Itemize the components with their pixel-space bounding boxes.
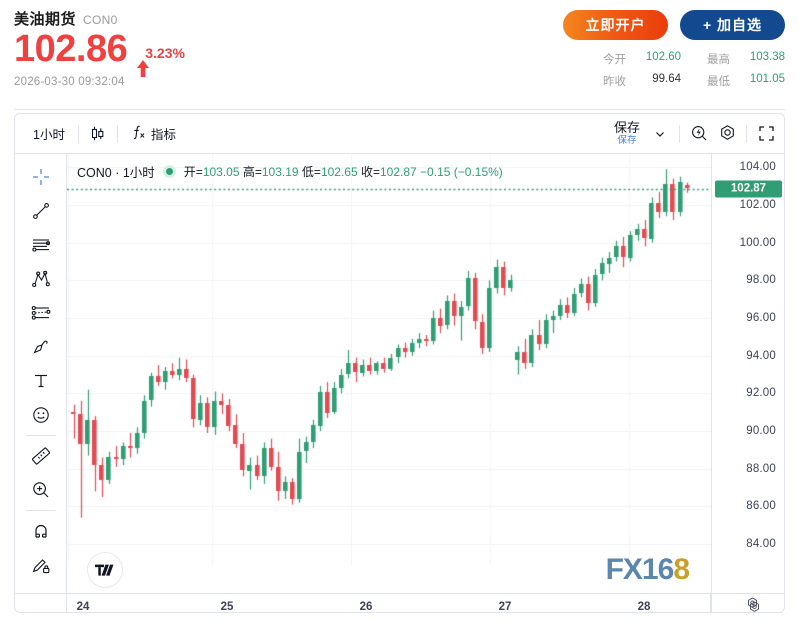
chart-toolbar: 1小时 指标 <box>15 114 784 154</box>
price-tick-104-00: 104.00 <box>739 161 776 174</box>
timeframe-selector[interactable]: 1小时 <box>33 128 65 142</box>
legend-high-value: 103.19 <box>261 165 299 179</box>
price-tick-92-00: 92.00 <box>746 387 776 400</box>
toolbar-divider-3 <box>679 124 680 143</box>
toolbar-separator-1 <box>25 435 56 436</box>
settings-gear-icon[interactable] <box>713 120 741 148</box>
action-buttons: 立即开户 + 加自选 <box>523 10 785 40</box>
stat-label-low: 最低 <box>707 76 730 88</box>
chart-body: CON0 · 1小时 开=103.05 高=103.19 低=102.65 收=… <box>15 154 784 613</box>
time-axis[interactable]: 24 25 26 27 28 <box>15 593 784 613</box>
indicators-label: 指标 <box>150 128 176 142</box>
legend-close-label: 收= <box>360 165 380 179</box>
stat-label-prevclose: 昨收 <box>603 76 626 88</box>
zoom-in-icon[interactable] <box>24 473 58 507</box>
legend-ohlc: 开=103.05 高=103.19 低=102.65 收=102.87 −0.1… <box>184 163 503 180</box>
chart-panel: 1小时 指标 <box>14 113 785 613</box>
fx168-watermark: FX168 <box>605 553 690 587</box>
quote-timestamp: 2026-03-30 09:32:04 <box>14 75 125 88</box>
indicators-button[interactable]: 指标 <box>123 120 184 148</box>
price-tick-88-00: 88.00 <box>746 462 776 475</box>
add-watchlist-button[interactable]: + 加自选 <box>680 10 785 40</box>
time-tick-24: 24 <box>76 601 90 613</box>
fullscreen-icon[interactable] <box>752 120 780 148</box>
stat-value-prevclose: 99.64 <box>652 73 681 85</box>
stat-label-open: 今开 <box>603 54 626 66</box>
green-dot-icon <box>162 165 176 178</box>
last-price: 102.86 <box>14 28 128 70</box>
price-tick-102-00: 102.00 <box>739 198 776 211</box>
legend-open-value: 103.05 <box>202 165 240 179</box>
price-tick-100-00: 100.00 <box>739 236 776 249</box>
stat-value-open: 102.60 <box>645 51 681 63</box>
page-title: 美油期货 <box>14 11 77 28</box>
time-tick-28: 28 <box>637 601 651 613</box>
price-row: 102.86 3.23% <box>14 28 785 77</box>
replay-search-icon[interactable] <box>685 120 713 148</box>
fib-retracement-icon[interactable] <box>24 228 58 262</box>
text-icon[interactable] <box>24 364 58 398</box>
header-actions: 立即开户 + 加自选 今开 102.60 最高 103.38 昨收 99.64 … <box>523 10 785 89</box>
chevron-down-icon[interactable] <box>646 120 674 148</box>
price-tick-96-00: 96.00 <box>746 312 776 325</box>
lock-drawings-icon[interactable] <box>24 548 58 582</box>
save-sub-label: 保存 <box>617 134 637 146</box>
price-tick-84-00: 84.00 <box>746 538 776 551</box>
legend-low-label: 低= <box>301 165 321 179</box>
price-axis[interactable]: 104.00 102.00 100.00 98.00 96.00 94.00 92.00 90… <box>711 154 784 612</box>
save-button[interactable]: 保存 保存 <box>608 121 646 146</box>
trend-line-icon[interactable] <box>24 194 58 228</box>
legend-high-label: 高= <box>242 165 262 179</box>
header-divider <box>14 109 785 110</box>
price-tick-90-00: 90.00 <box>746 425 776 438</box>
open-account-button[interactable]: 立即开户 <box>563 10 668 40</box>
emoji-icon[interactable] <box>24 398 58 432</box>
tradingview-logo-icon[interactable] <box>87 552 123 588</box>
toolbar-divider-2 <box>116 124 118 143</box>
time-tick-25: 25 <box>220 601 234 613</box>
time-tick-26: 26 <box>359 601 373 613</box>
legend-low-value: 102.65 <box>320 165 358 179</box>
price-tick-98-00: 98.00 <box>746 274 776 287</box>
quote-header: 美油期货 CON0 102.86 3.23% 2026-03-30 09:32:… <box>0 0 799 110</box>
stat-value-low: 101.05 <box>749 73 785 85</box>
quote-stats: 今开 102.60 最高 103.38 昨收 99.64 最低 101.05 <box>523 51 785 89</box>
toolbar-divider <box>77 124 79 143</box>
toolbar-divider-4 <box>746 124 747 143</box>
stat-value-high: 103.38 <box>749 51 785 63</box>
ruler-icon[interactable] <box>24 439 58 473</box>
function-fx-icon <box>131 125 146 143</box>
chart-legend[interactable]: CON0 · 1小时 开=103.05 高=103.19 低=102.65 收=… <box>77 162 503 181</box>
magnet-icon[interactable] <box>24 514 58 548</box>
symbol-code: CON0 <box>83 13 118 27</box>
time-tick-27: 27 <box>498 601 512 613</box>
crosshair-icon[interactable] <box>24 160 58 194</box>
watermark-primary: FX16 <box>605 553 675 586</box>
legend-open-label: 开= <box>183 165 203 179</box>
toolbar-separator-2 <box>25 510 56 511</box>
time-axis-settings-icon[interactable] <box>747 600 762 612</box>
legend-title: CON0 · 1小时 <box>77 166 155 180</box>
axis-corner-divider <box>710 594 711 612</box>
pitchfork-icon[interactable] <box>24 262 58 296</box>
price-tick-86-00: 86.00 <box>746 500 776 513</box>
price-tick-94-00: 94.00 <box>746 349 776 362</box>
save-label: 保存 <box>613 120 640 136</box>
drawing-toolbar <box>15 154 67 612</box>
stat-label-high: 最高 <box>707 54 730 66</box>
price-plot[interactable]: CON0 · 1小时 开=103.05 高=103.19 低=102.65 收=… <box>67 154 711 612</box>
legend-change: −0.15 <box>420 165 451 179</box>
watermark-accent: 8 <box>673 553 690 586</box>
current-price-badge: 102.87 <box>715 180 782 198</box>
elliott-wave-icon[interactable] <box>24 296 58 330</box>
symbol-row: 美油期货 CON0 <box>14 8 785 29</box>
brush-icon[interactable] <box>24 330 58 364</box>
legend-change-percent: (−0.15%) <box>453 165 503 179</box>
change-percent: 3.23% <box>145 44 185 61</box>
candlestick-icon[interactable] <box>84 120 112 148</box>
legend-close-value: 102.87 <box>380 165 417 179</box>
